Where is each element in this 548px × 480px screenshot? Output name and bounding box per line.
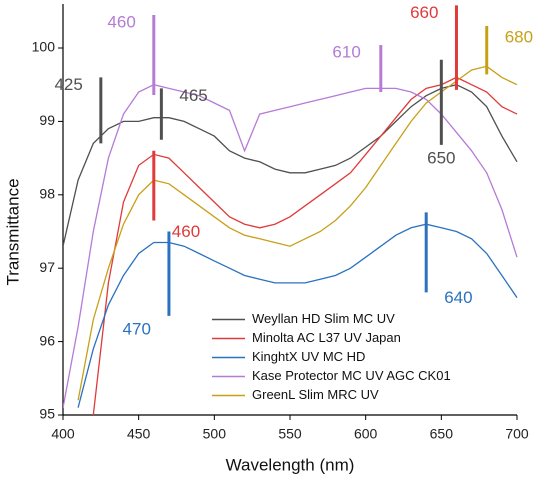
- series-line: [77, 223, 518, 408]
- annotation-label: 640: [444, 288, 472, 307]
- series-line: [77, 65, 518, 401]
- y-axis-title: Transmittance: [3, 178, 22, 285]
- annotation-label: 460: [107, 12, 135, 31]
- x-tick-label: 450: [127, 426, 151, 442]
- x-tick-label: 600: [354, 426, 378, 442]
- y-tick-label: 99: [39, 112, 55, 128]
- x-tick-label: 500: [203, 426, 227, 442]
- x-tick-label: 700: [505, 426, 529, 442]
- x-tick-label: 400: [51, 426, 75, 442]
- annotation-label: 465: [179, 86, 207, 105]
- legend-label: Kase Protector MC UV AGC CK01: [252, 368, 451, 383]
- annotation-label: 680: [505, 27, 533, 46]
- series-line: [92, 76, 518, 416]
- x-tick-label: 550: [278, 426, 302, 442]
- legend-label: GreenL Slim MRC UV: [252, 387, 379, 402]
- y-tick-label: 98: [39, 186, 55, 202]
- legend-label: KinghtX UV MC HD: [252, 349, 365, 364]
- y-tick-label: 96: [39, 332, 55, 348]
- annotation-label: 660: [410, 3, 438, 22]
- y-tick-label: 95: [39, 406, 55, 422]
- annotation-label: 610: [332, 43, 360, 62]
- x-tick-label: 650: [430, 426, 454, 442]
- y-tick-label: 97: [39, 259, 55, 275]
- x-axis-title: Wavelength (nm): [226, 455, 355, 474]
- y-tick-label: 100: [32, 39, 56, 55]
- annotation-label: 470: [123, 319, 151, 338]
- legend-label: Minolta AC L37 UV Japan: [252, 330, 401, 345]
- annotation-label: 460: [172, 222, 200, 241]
- legend-label: Weyllan HD Slim MC UV: [252, 311, 395, 326]
- annotation-label: 650: [427, 148, 455, 167]
- annotation-label: 425: [54, 75, 82, 94]
